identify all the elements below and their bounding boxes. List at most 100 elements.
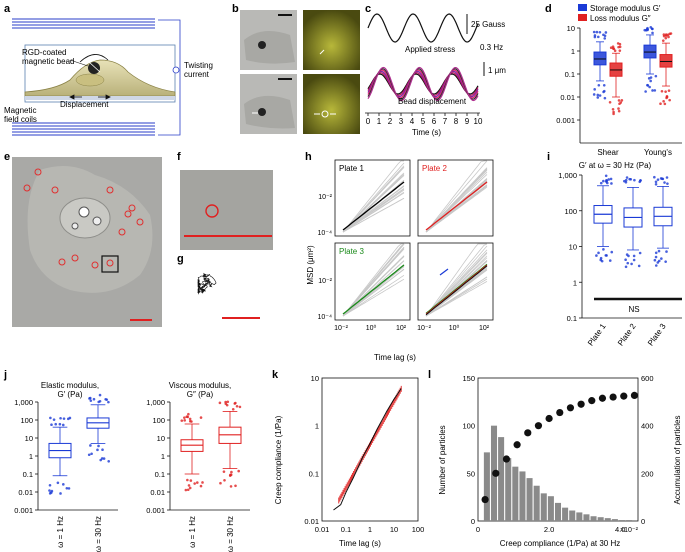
- y-tick-label: 0.1: [567, 314, 577, 323]
- j-ω = 1 Hz-outlier: [48, 483, 52, 487]
- d-Shear-Storage modulus G′-outlier: [602, 83, 606, 87]
- d-box-fill: [660, 54, 672, 68]
- i-Plate 3-outlier: [665, 176, 669, 179]
- j-ω = 1 Hz-outlier: [187, 412, 190, 416]
- i-Plate 1-outlier: [599, 181, 603, 185]
- l-cumulative-point: [577, 400, 585, 408]
- d-Shear-Storage modulus G′-outlier: [603, 37, 607, 40]
- panel-j-boxplots: Elastic modulus, G′ (Pa) Viscous modulus…: [14, 381, 250, 552]
- j-ω = 30 Hz-outlier: [88, 397, 91, 400]
- j-ω = 30 Hz-outlier: [231, 407, 235, 411]
- twist-arrow: [79, 54, 109, 63]
- i-Plate 1-outlier: [595, 254, 598, 257]
- i-Plate 2-outlier: [628, 177, 631, 181]
- y-tick-label: 10: [567, 24, 575, 33]
- d-Young's-Storage modulus G′-outlier: [646, 84, 650, 87]
- l-x-multiplier: ×10⁻²: [620, 527, 639, 534]
- d-Young's-Loss modulus G″-outlier: [662, 100, 665, 103]
- d-Young's-Loss modulus G″-outlier: [665, 95, 669, 99]
- i-Plate 2-outlier: [624, 265, 628, 269]
- displacement-trace-5: [367, 66, 479, 102]
- j-ω = 1 Hz-outlier: [199, 416, 203, 419]
- d-Young's-Storage modulus G′-outlier: [653, 89, 657, 92]
- h-subplot-title: Plate 3: [339, 247, 364, 256]
- i-Plate 2-outlier: [632, 254, 636, 258]
- y-tick-label: 1: [29, 452, 33, 461]
- l-y2-tick-label: 600: [641, 374, 654, 383]
- d-Shear-Storage modulus G′-outlier: [603, 96, 607, 100]
- panel-i-boxplot: G′ at ω = 30 Hz (Pa) 1,000 100 10 1 0.1 Plate…: [558, 161, 682, 348]
- panel-letters: a b c d e f g h i j k l: [3, 3, 552, 381]
- displacement-label: Displacement: [60, 100, 109, 109]
- k-frame: [321, 377, 419, 522]
- j-ω = 1 Hz-outlier: [62, 417, 66, 420]
- d-Shear-Storage modulus G′-outlier: [596, 93, 600, 97]
- l-cumulative-point: [620, 392, 628, 400]
- d-Shear-Loss modulus G″-outlier: [618, 102, 621, 106]
- panel-l-histogram: 0 50 100 150 0 200 400 600 0 2.0 4.0×10⁻² Number o…: [438, 374, 682, 548]
- i-Plate 1-outlier: [609, 177, 613, 181]
- i-Plate 1-outlier: [605, 181, 609, 185]
- i-Plate 2-outlier: [630, 262, 633, 266]
- i-Plate 3-outlier: [656, 178, 660, 181]
- j-ω = 1 Hz-outlier: [187, 484, 191, 487]
- j-ω = 30 Hz-outlier: [225, 403, 229, 407]
- h-x-tick-label: 10⁰: [366, 324, 377, 332]
- d-Shear-Loss modulus G″-outlier: [609, 46, 613, 50]
- j-ω = 30 Hz-outlier: [238, 405, 242, 409]
- legend-swatch-loss: [578, 14, 587, 21]
- panel-letter-j: j: [3, 369, 7, 381]
- h-overlay-msd: [425, 265, 488, 316]
- j-ω = 30 Hz-outlier: [224, 400, 227, 404]
- i-Plate 1-outlier: [608, 259, 612, 262]
- l-histogram-bar: [604, 518, 611, 521]
- i-ns-label: NS: [628, 305, 639, 314]
- j-elastic-title-1: Elastic modulus,: [41, 381, 99, 390]
- j-ω = 1 Hz-outlier: [195, 481, 199, 484]
- time-tick-label: 6: [432, 117, 437, 126]
- h-x-tick-label: 10²: [479, 325, 490, 332]
- time-tick-label: 1: [377, 117, 382, 126]
- time-tick-label: 10: [474, 117, 483, 126]
- i-Plate 3-outlier: [657, 259, 661, 263]
- j-ω = 1 Hz-outlier: [59, 492, 62, 495]
- j-ω = 30 Hz-outlier: [101, 448, 104, 452]
- h-msd-trace: [342, 188, 405, 233]
- l-cumulative-point: [566, 404, 575, 412]
- d-box-fill: [644, 45, 656, 58]
- zoom-micrograph: [180, 170, 273, 250]
- y-tick-label: 0.001: [14, 506, 33, 515]
- y-tick-label: 0.01: [18, 488, 33, 497]
- l-histogram-bar: [498, 437, 505, 521]
- bottom-coils: [12, 122, 155, 136]
- panel-letter-b: b: [232, 3, 239, 15]
- d-Shear-Storage modulus G′-outlier: [596, 35, 600, 39]
- d-Shear-Storage modulus G′-outlier: [592, 93, 596, 96]
- l-plot-area: 0 50 100 150 0 200 400 600 0 2.0 4.0×10⁻²: [462, 374, 653, 534]
- l-histogram-bar: [554, 502, 562, 521]
- d-Young's-Loss modulus G″-outlier: [664, 36, 668, 40]
- k-x-tick-label: 1: [368, 525, 372, 534]
- j-ω = 30 Hz-outlier: [107, 400, 110, 404]
- h-x-tick-label: 10⁻²: [417, 325, 431, 332]
- h-msd-trace: [425, 243, 488, 317]
- j-viscous-title-2: G″ (Pa): [187, 390, 214, 399]
- time-tick-label: 0: [366, 117, 371, 126]
- i-Plate 2-outlier: [637, 264, 641, 268]
- coils-label-1: Magnetic: [4, 106, 36, 115]
- j-category-label: ω = 30 Hz: [94, 516, 103, 552]
- k-y-tick-label: 1: [315, 422, 319, 431]
- bead-displacement-label: Bead displacement: [398, 97, 467, 106]
- bead-marker: [106, 186, 114, 194]
- i-Plate 3-outlier: [653, 175, 656, 179]
- i-Plate 1-outlier: [604, 174, 608, 178]
- legend-loss: Loss modulus G″: [590, 14, 651, 23]
- d-Young's-Storage modulus G′-outlier: [646, 26, 649, 30]
- l-y-tick-label: 50: [467, 469, 475, 478]
- h-xlabel: Time lag (s): [374, 353, 416, 362]
- i-Plate 3-outlier: [654, 264, 658, 267]
- d-Young's-Loss modulus G″-outlier: [660, 89, 664, 93]
- k-x-tick-label: 100: [412, 525, 425, 534]
- y-tick-label: 100: [564, 207, 577, 216]
